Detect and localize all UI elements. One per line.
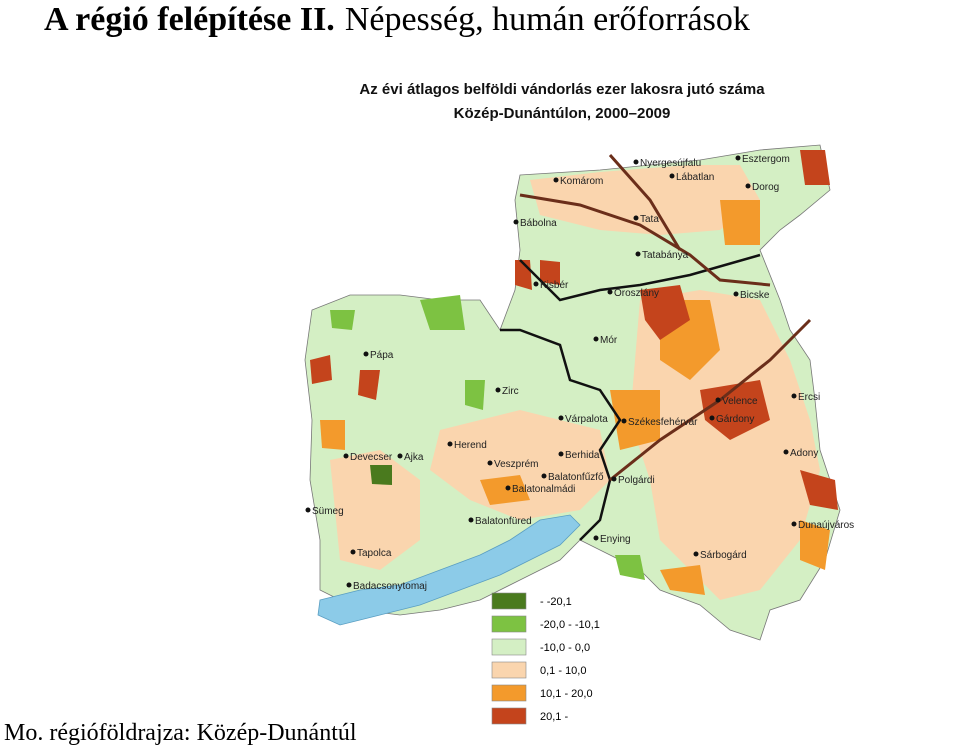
legend-label: - -20,1 [540, 596, 572, 608]
town-dot [505, 485, 511, 491]
town-label: Bicske [740, 290, 770, 301]
town-dot [487, 460, 493, 466]
legend-swatch [491, 661, 527, 679]
town-label: Kisbér [540, 280, 569, 291]
town-label: Sümeg [312, 506, 344, 517]
town-label: Badacsonytomaj [353, 581, 427, 592]
town-dot [350, 549, 356, 555]
town-label: Komárom [560, 176, 603, 187]
lake-balaton [317, 514, 581, 626]
legend-swatch [491, 592, 527, 610]
town-dot [593, 535, 599, 541]
town-dot [553, 177, 559, 183]
town-dot [733, 291, 739, 297]
county-border [500, 328, 622, 541]
legend-label: -20,0 - -10,1 [540, 619, 600, 631]
town-label: Herend [454, 440, 487, 451]
town-label: Enying [600, 534, 631, 545]
town-label: Oroszlány [614, 288, 659, 299]
town-label: Zirc [502, 386, 519, 397]
town-dot [715, 397, 721, 403]
town-label: Balatonalmádi [512, 484, 575, 495]
town-label: Balatonfűzfő [548, 472, 604, 483]
town-dot [533, 281, 539, 287]
town-dot [363, 351, 369, 357]
title-rest: Népesség, humán erőforrások [345, 1, 750, 38]
town-dot [607, 289, 613, 295]
map [304, 144, 841, 641]
town-dot [468, 517, 474, 523]
legend-swatch [491, 615, 527, 633]
town-label: Velence [722, 396, 758, 407]
legend-label: -10,0 - 0,0 [540, 642, 590, 654]
town-label: Gárdony [716, 414, 754, 425]
town-dot [611, 476, 617, 482]
town-dot [669, 173, 675, 179]
town-label: Bábolna [520, 218, 557, 229]
legend-label: 20,1 - [540, 711, 568, 723]
town-label: Tata [640, 214, 659, 225]
town-label: Adony [790, 448, 818, 459]
town-dot [447, 441, 453, 447]
town-label: Ercsi [798, 392, 820, 403]
legend: - -20,1 -20,0 - -10,1 -10,0 - 0,0 0,1 - 10,… [491, 592, 600, 725]
map-subtitle: Közép-Dunántúlon, 2000–2009 [454, 105, 671, 122]
town-label: Dunaújváros [798, 520, 854, 531]
legend-label: 0,1 - 10,0 [540, 665, 586, 677]
town-dot [346, 582, 352, 588]
town-label: Várpalota [565, 414, 608, 425]
town-label: Mór [600, 335, 618, 346]
town-labels: Nyergesújfalu Esztergom Lábatlan Komárom Dor… [305, 154, 854, 592]
town-dot [513, 219, 519, 225]
town-dot [593, 336, 599, 342]
town-dot [541, 473, 547, 479]
town-dot [735, 155, 741, 161]
town-dot [558, 451, 564, 457]
town-dot [709, 415, 715, 421]
town-dot [635, 251, 641, 257]
town-label: Nyergesújfalu [640, 158, 701, 169]
road [608, 154, 682, 251]
town-label: Berhida [565, 450, 600, 461]
town-dot [633, 215, 639, 221]
slide-title: A régió felépítése II. Népesség, humán er… [44, 1, 750, 38]
town-dot [558, 415, 564, 421]
town-dot [745, 183, 751, 189]
town-dot [305, 507, 311, 513]
district-patches [310, 150, 838, 600]
town-dot [783, 449, 789, 455]
town-label: Pápa [370, 350, 394, 361]
town-label: Veszprém [494, 459, 538, 470]
town-label: Sárbogárd [700, 550, 747, 561]
town-label: Lábatlan [676, 172, 714, 183]
town-label: Polgárdi [618, 475, 655, 486]
legend-swatch [491, 707, 527, 725]
town-dot [791, 393, 797, 399]
title-bold: A régió felépítése II. [44, 1, 335, 38]
town-dot [633, 159, 639, 165]
footer: Mo. régióföldrajza: Közép-Dunántúl [4, 720, 357, 746]
county-border [519, 253, 761, 302]
town-label: Ajka [404, 452, 424, 463]
legend-swatch [491, 684, 527, 702]
town-label: Tatabánya [642, 250, 689, 261]
legend-swatch [491, 638, 527, 656]
map-title: Az évi átlagos belföldi vándorlás ezer l… [359, 81, 765, 98]
town-label: Esztergom [742, 154, 790, 165]
road [519, 193, 771, 287]
town-dot [397, 453, 403, 459]
town-dot [693, 551, 699, 557]
town-label: Dorog [752, 182, 779, 193]
town-dot [621, 418, 627, 424]
town-label: Székesfehérvár [628, 417, 698, 428]
town-label: Balatonfüred [475, 516, 532, 527]
town-dot [495, 387, 501, 393]
town-label: Tapolca [357, 548, 392, 559]
town-label: Devecser [350, 452, 393, 463]
town-dot [791, 521, 797, 527]
town-dot [343, 453, 349, 459]
legend-label: 10,1 - 20,0 [540, 688, 593, 700]
